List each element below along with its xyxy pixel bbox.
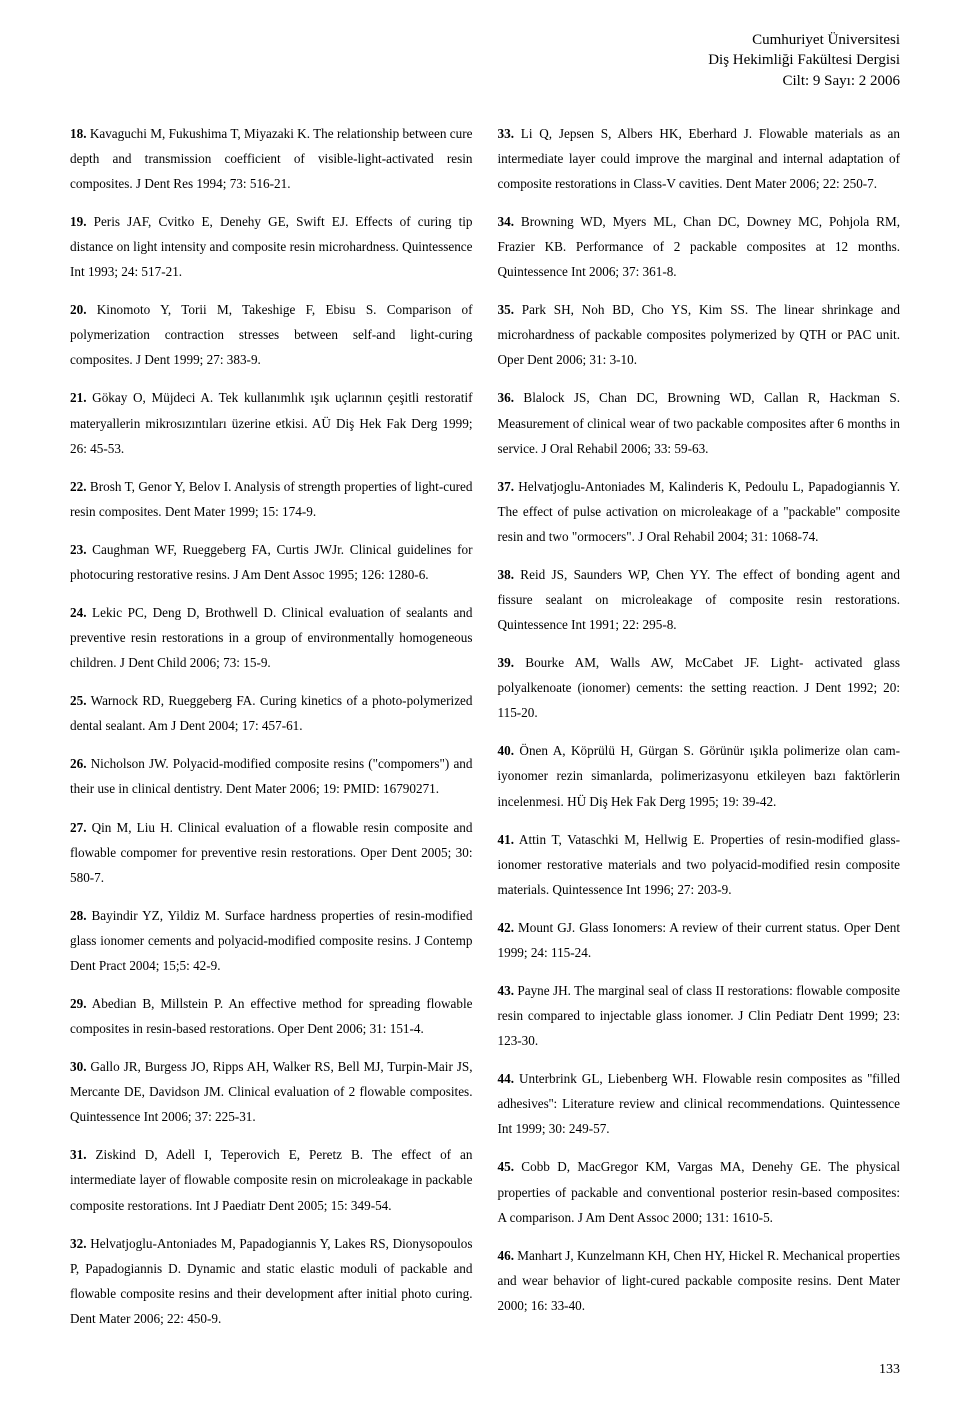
header-line-1: Cumhuriyet Üniversitesi (70, 30, 900, 50)
right-ref-2-text: Browning WD, Myers ML, Chan DC, Downey M… (498, 214, 901, 279)
left-ref-8-text: Warnock RD, Rueggeberg FA. Curing kineti… (70, 693, 473, 733)
right-ref-13-num: 45. (498, 1159, 514, 1174)
left-ref-6-num: 23. (70, 542, 86, 557)
left-ref-1: 18. Kavaguchi M, Fukushima T, Miyazaki K… (70, 121, 473, 196)
right-ref-10-num: 42. (498, 920, 514, 935)
left-ref-10-text: Qin M, Liu H. Clinical evaluation of a f… (70, 820, 473, 885)
left-ref-7-text: Lekic PC, Deng D, Brothwell D. Clinical … (70, 605, 473, 670)
left-ref-11: 28. Bayindir YZ, Yildiz M. Surface hardn… (70, 903, 473, 978)
left-ref-5-text: Brosh T, Genor Y, Belov I. Analysis of s… (70, 479, 473, 519)
right-ref-7-text: Bourke AM, Walls AW, McCabet JF. Light- … (498, 655, 901, 720)
right-ref-3: 35. Park SH, Noh BD, Cho YS, Kim SS. The… (498, 297, 901, 372)
right-ref-4-text: Blalock JS, Chan DC, Browning WD, Callan… (498, 390, 901, 455)
left-ref-9-text: Nicholson JW. Polyacid-modified composit… (70, 756, 473, 796)
left-ref-4-text: Gökay O, Müjdeci A. Tek kullanımlık ışık… (70, 390, 473, 455)
right-ref-11-num: 43. (498, 983, 514, 998)
right-ref-4: 36. Blalock JS, Chan DC, Browning WD, Ca… (498, 385, 901, 460)
right-ref-6-num: 38. (498, 567, 514, 582)
references-columns: 18. Kavaguchi M, Fukushima T, Miyazaki K… (70, 121, 900, 1344)
left-ref-3-text: Kinomoto Y, Torii M, Takeshige F, Ebisu … (70, 302, 473, 367)
right-ref-1-num: 33. (498, 126, 514, 141)
right-ref-1-text: Li Q, Jepsen S, Albers HK, Eberhard J. F… (498, 126, 901, 191)
left-ref-14-num: 31. (70, 1147, 86, 1162)
right-ref-2: 34. Browning WD, Myers ML, Chan DC, Down… (498, 209, 901, 284)
left-ref-9-num: 26. (70, 756, 86, 771)
left-ref-15-num: 32. (70, 1236, 86, 1251)
left-ref-15-text: Helvatjoglu-Antoniades M, Papadogiannis … (70, 1236, 473, 1326)
right-ref-14-text: Manhart J, Kunzelmann KH, Chen HY, Hicke… (498, 1248, 901, 1313)
page-number: 133 (70, 1362, 900, 1378)
left-ref-6-text: Caughman WF, Rueggeberg FA, Curtis JWJr.… (70, 542, 473, 582)
right-ref-6: 38. Reid JS, Saunders WP, Chen YY. The e… (498, 562, 901, 637)
left-ref-13-text: Gallo JR, Burgess JO, Ripps AH, Walker R… (70, 1059, 473, 1124)
right-ref-10: 42. Mount GJ. Glass Ionomers: A review o… (498, 915, 901, 965)
right-ref-5-text: Helvatjoglu-Antoniades M, Kalinderis K, … (498, 479, 901, 544)
left-ref-3: 20. Kinomoto Y, Torii M, Takeshige F, Eb… (70, 297, 473, 372)
left-ref-13: 30. Gallo JR, Burgess JO, Ripps AH, Walk… (70, 1054, 473, 1129)
right-ref-9-text: Attin T, Vataschki M, Hellwig E. Propert… (498, 832, 901, 897)
journal-header: Cumhuriyet Üniversitesi Diş Hekimliği Fa… (70, 30, 900, 91)
left-ref-2: 19. Peris JAF, Cvitko E, Denehy GE, Swif… (70, 209, 473, 284)
right-ref-10-text: Mount GJ. Glass Ionomers: A review of th… (498, 920, 901, 960)
right-ref-13-text: Cobb D, MacGregor KM, Vargas MA, Denehy … (498, 1159, 901, 1224)
left-ref-12: 29. Abedian B, Millstein P. An effective… (70, 991, 473, 1041)
left-ref-14: 31. Ziskind D, Adell I, Teperovich E, Pe… (70, 1142, 473, 1217)
header-line-2: Diş Hekimliği Fakültesi Dergisi (70, 50, 900, 70)
right-ref-3-text: Park SH, Noh BD, Cho YS, Kim SS. The lin… (498, 302, 901, 367)
left-ref-11-num: 28. (70, 908, 86, 923)
right-ref-7: 39. Bourke AM, Walls AW, McCabet JF. Lig… (498, 650, 901, 725)
right-ref-12-text: Unterbrink GL, Liebenberg WH. Flowable r… (498, 1071, 901, 1136)
left-ref-5-num: 22. (70, 479, 86, 494)
right-ref-8-num: 40. (498, 743, 514, 758)
left-ref-7-num: 24. (70, 605, 86, 620)
left-ref-9: 26. Nicholson JW. Polyacid-modified comp… (70, 751, 473, 801)
left-ref-1-text: Kavaguchi M, Fukushima T, Miyazaki K. Th… (70, 126, 473, 191)
left-ref-12-num: 29. (70, 996, 86, 1011)
right-ref-9: 41. Attin T, Vataschki M, Hellwig E. Pro… (498, 827, 901, 902)
right-ref-11-text: Payne JH. The marginal seal of class II … (498, 983, 901, 1048)
left-ref-1-num: 18. (70, 126, 86, 141)
right-ref-11: 43. Payne JH. The marginal seal of class… (498, 978, 901, 1053)
left-ref-7: 24. Lekic PC, Deng D, Brothwell D. Clini… (70, 600, 473, 675)
right-ref-5: 37. Helvatjoglu-Antoniades M, Kalinderis… (498, 474, 901, 549)
left-ref-13-num: 30. (70, 1059, 86, 1074)
left-ref-14-text: Ziskind D, Adell I, Teperovich E, Peretz… (70, 1147, 473, 1212)
right-ref-2-num: 34. (498, 214, 514, 229)
left-column: 18. Kavaguchi M, Fukushima T, Miyazaki K… (70, 121, 473, 1344)
left-ref-15: 32. Helvatjoglu-Antoniades M, Papadogian… (70, 1231, 473, 1331)
left-ref-10-num: 27. (70, 820, 86, 835)
left-ref-10: 27. Qin M, Liu H. Clinical evaluation of… (70, 815, 473, 890)
header-line-3: Cilt: 9 Sayı: 2 2006 (70, 71, 900, 91)
right-ref-4-num: 36. (498, 390, 514, 405)
right-ref-5-num: 37. (498, 479, 514, 494)
right-ref-3-num: 35. (498, 302, 514, 317)
right-ref-12: 44. Unterbrink GL, Liebenberg WH. Flowab… (498, 1066, 901, 1141)
right-ref-8: 40. Önen A, Köprülü H, Gürgan S. Görünür… (498, 738, 901, 813)
left-ref-8: 25. Warnock RD, Rueggeberg FA. Curing ki… (70, 688, 473, 738)
right-ref-1: 33. Li Q, Jepsen S, Albers HK, Eberhard … (498, 121, 901, 196)
right-ref-13: 45. Cobb D, MacGregor KM, Vargas MA, Den… (498, 1154, 901, 1229)
left-ref-11-text: Bayindir YZ, Yildiz M. Surface hardness … (70, 908, 473, 973)
right-ref-8-text: Önen A, Köprülü H, Gürgan S. Görünür ışı… (498, 743, 901, 808)
right-ref-12-num: 44. (498, 1071, 514, 1086)
right-ref-9-num: 41. (498, 832, 514, 847)
right-ref-6-text: Reid JS, Saunders WP, Chen YY. The effec… (498, 567, 901, 632)
left-ref-2-num: 19. (70, 214, 86, 229)
left-ref-12-text: Abedian B, Millstein P. An effective met… (70, 996, 473, 1036)
left-ref-4: 21. Gökay O, Müjdeci A. Tek kullanımlık … (70, 385, 473, 460)
left-ref-8-num: 25. (70, 693, 86, 708)
left-ref-4-num: 21. (70, 390, 86, 405)
right-ref-7-num: 39. (498, 655, 514, 670)
right-ref-14-num: 46. (498, 1248, 514, 1263)
right-ref-14: 46. Manhart J, Kunzelmann KH, Chen HY, H… (498, 1243, 901, 1318)
left-ref-3-num: 20. (70, 302, 86, 317)
left-ref-6: 23. Caughman WF, Rueggeberg FA, Curtis J… (70, 537, 473, 587)
right-column: 33. Li Q, Jepsen S, Albers HK, Eberhard … (498, 121, 901, 1344)
left-ref-2-text: Peris JAF, Cvitko E, Denehy GE, Swift EJ… (70, 214, 473, 279)
left-ref-5: 22. Brosh T, Genor Y, Belov I. Analysis … (70, 474, 473, 524)
